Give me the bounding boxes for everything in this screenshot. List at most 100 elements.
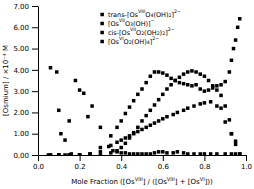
tick: 0.8 — [199, 155, 210, 171]
point — [238, 152, 242, 155]
point — [174, 79, 178, 83]
point — [57, 109, 61, 113]
point — [140, 87, 144, 91]
tick-mark — [163, 155, 164, 161]
point — [161, 117, 165, 121]
y-axis-title: [Osmium] / ×10⁻⁴ M — [2, 45, 10, 116]
point — [109, 134, 113, 138]
point — [198, 87, 202, 91]
point — [203, 101, 207, 105]
legend-label: cis-[OsVIIO2(OH2)2]2− — [108, 27, 175, 36]
point — [149, 123, 153, 127]
point — [78, 153, 82, 155]
text-part: Mole Fraction ([ — [71, 178, 126, 186]
series — [49, 100, 242, 155]
point — [49, 153, 53, 155]
text-part: Os — [191, 178, 201, 186]
point — [90, 104, 94, 108]
point — [88, 152, 92, 155]
point — [234, 143, 238, 147]
point — [153, 70, 157, 74]
point — [140, 152, 144, 155]
point — [176, 150, 180, 154]
point — [144, 126, 148, 130]
tick: 6.00 — [13, 24, 38, 32]
point — [153, 151, 157, 155]
point — [49, 153, 53, 155]
point — [136, 126, 140, 130]
point — [140, 128, 144, 132]
point — [186, 152, 190, 155]
point — [109, 151, 113, 155]
legend-label: [OsVIO2(OH)4]2− — [108, 36, 159, 45]
point — [99, 126, 103, 130]
legend: trans-[OsVIIIO4(OH)2]2−[OsVIIO3(OH)]−cis… — [100, 9, 181, 45]
point — [57, 153, 61, 155]
point — [119, 138, 123, 142]
point — [115, 126, 119, 130]
superscript: 2− — [168, 27, 175, 32]
point — [192, 152, 196, 155]
point — [232, 47, 236, 51]
point — [144, 114, 148, 118]
plot: 0.00.20.40.60.81.00.001.002.003.004.005.… — [13, 3, 252, 171]
point — [99, 150, 103, 154]
point — [99, 146, 103, 150]
marks — [47, 17, 242, 155]
point — [57, 153, 61, 155]
point — [128, 136, 131, 140]
point — [157, 70, 161, 74]
point — [171, 151, 175, 155]
tick: 5.00 — [13, 45, 38, 53]
point — [78, 88, 82, 92]
point — [234, 152, 238, 155]
tick-mark — [32, 112, 38, 113]
point — [215, 84, 219, 88]
point — [59, 132, 63, 136]
point — [78, 153, 82, 155]
point — [124, 142, 128, 146]
series — [47, 69, 242, 155]
tick-mark — [80, 155, 81, 161]
tick-mark — [204, 155, 205, 161]
point — [171, 113, 175, 117]
legend-swatch — [100, 40, 104, 44]
point — [182, 151, 186, 155]
text-part: ])) — [205, 178, 213, 186]
point — [174, 79, 178, 83]
tick-mark — [32, 27, 38, 28]
point — [223, 120, 227, 124]
point — [207, 79, 211, 83]
point — [203, 152, 207, 155]
point — [149, 152, 153, 155]
point — [63, 138, 67, 142]
point — [198, 102, 202, 106]
point — [115, 140, 119, 144]
tick-label: 7.00 — [13, 3, 29, 11]
tick-label: 1.0 — [241, 163, 252, 171]
text-part: ] / ([ — [143, 178, 158, 186]
tick-mark — [32, 49, 38, 50]
tick-label: 0.0 — [33, 163, 44, 171]
point — [140, 119, 144, 123]
series — [49, 66, 238, 155]
point — [161, 71, 165, 75]
point — [198, 72, 202, 76]
text-part: (O — [144, 28, 152, 36]
tick-mark — [246, 155, 247, 161]
point — [136, 130, 140, 134]
point — [119, 146, 123, 150]
tick: 0.00 — [13, 152, 38, 160]
superscript: − — [151, 18, 155, 23]
tick: 7.00 — [13, 3, 38, 11]
text-part: trans-[ — [108, 10, 130, 18]
point — [186, 70, 190, 74]
point — [209, 100, 213, 104]
tick: 0.4 — [116, 155, 128, 171]
point — [169, 77, 173, 81]
point — [223, 80, 227, 84]
tick: 1.00 — [13, 130, 38, 138]
point — [136, 93, 140, 97]
point — [82, 92, 86, 96]
point — [165, 87, 169, 91]
